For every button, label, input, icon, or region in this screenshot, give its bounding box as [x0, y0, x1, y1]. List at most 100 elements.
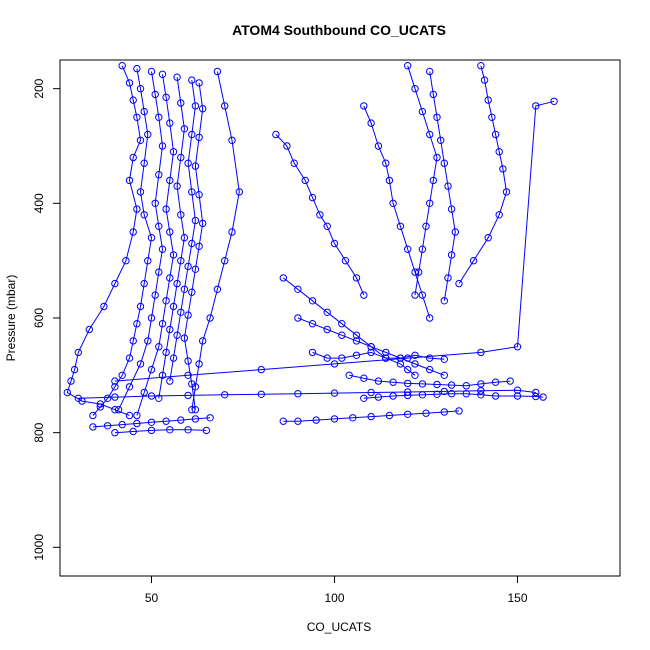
- x-axis: 50 100 150: [145, 576, 528, 605]
- data-point: [111, 406, 119, 414]
- data-point: [140, 388, 148, 397]
- data-point: [158, 142, 167, 150]
- data-point: [180, 234, 189, 242]
- data-point: [477, 391, 485, 399]
- data-point: [173, 279, 181, 288]
- data-point: [396, 222, 405, 231]
- data-point: [228, 228, 236, 236]
- data-point: [195, 360, 203, 368]
- data-point: [491, 378, 500, 386]
- data-point: [330, 389, 339, 397]
- data-point: [140, 107, 148, 116]
- data-point: [389, 392, 397, 400]
- data-point: [147, 426, 156, 435]
- data-point: [374, 142, 383, 150]
- data-point: [389, 199, 397, 208]
- data-point: [272, 130, 280, 139]
- y-axis-label: Pressure (mbar): [4, 275, 18, 362]
- data-point: [136, 85, 145, 93]
- data-point: [177, 211, 185, 219]
- data-point: [499, 165, 507, 173]
- x-tick-label: 150: [508, 591, 528, 605]
- series-line-12: [349, 374, 511, 387]
- data-point: [532, 102, 540, 110]
- data-point: [180, 334, 189, 342]
- data-point: [133, 411, 141, 420]
- data-point: [283, 142, 291, 150]
- data-point: [352, 331, 361, 339]
- data-point: [308, 297, 317, 305]
- data-point: [184, 426, 192, 434]
- data-point: [228, 136, 236, 145]
- data-point: [199, 219, 207, 228]
- data-point: [418, 245, 427, 253]
- data-point: [89, 411, 97, 420]
- data-point: [191, 102, 200, 110]
- data-point: [491, 392, 500, 400]
- data-point: [184, 262, 192, 271]
- data-point: [469, 257, 478, 265]
- data-point: [484, 96, 492, 104]
- data-point: [484, 234, 492, 242]
- data-point: [144, 130, 152, 139]
- data-point: [118, 420, 126, 429]
- data-point: [140, 211, 148, 219]
- data-point: [429, 176, 437, 185]
- data-point: [477, 61, 485, 70]
- data-point: [177, 257, 185, 265]
- series-line-6: [183, 82, 204, 410]
- series-line-9: [282, 277, 416, 376]
- data-point: [440, 371, 448, 379]
- data-point: [221, 257, 229, 265]
- data-point: [411, 351, 419, 359]
- data-point: [418, 380, 427, 388]
- data-point: [433, 113, 441, 122]
- data-point: [184, 311, 192, 319]
- data-point: [191, 265, 200, 273]
- data-point: [404, 410, 412, 418]
- data-point: [404, 61, 412, 70]
- data-point: [147, 314, 156, 322]
- data-point: [257, 390, 265, 398]
- data-point: [89, 423, 97, 431]
- series-line-18: [283, 410, 460, 422]
- data-point: [188, 288, 196, 296]
- data-point: [221, 391, 229, 399]
- series-line-2: [118, 71, 164, 410]
- series-line-5: [169, 80, 196, 382]
- data-point: [477, 380, 485, 388]
- data-point: [125, 176, 134, 185]
- data-point: [151, 291, 159, 299]
- data-point: [177, 153, 185, 162]
- data-point: [188, 406, 196, 414]
- data-point: [129, 337, 137, 345]
- data-point: [129, 96, 137, 104]
- data-point: [133, 205, 141, 213]
- data-point: [488, 113, 496, 122]
- data-point: [166, 228, 174, 236]
- data-point: [447, 381, 456, 389]
- data-point: [162, 417, 170, 425]
- data-point: [513, 392, 522, 400]
- data-point: [147, 365, 156, 374]
- data-point: [374, 377, 383, 385]
- data-point: [111, 429, 119, 437]
- data-point: [418, 107, 427, 116]
- data-point: [532, 392, 540, 401]
- data-point: [188, 239, 196, 248]
- series-line-17: [363, 393, 544, 399]
- data-point: [166, 119, 174, 127]
- y-tick-label: 600: [32, 308, 46, 328]
- data-point: [444, 182, 452, 190]
- data-point: [338, 320, 346, 328]
- data-point: [118, 371, 126, 379]
- data-point: [169, 148, 178, 156]
- data-point: [440, 159, 448, 167]
- data-point: [151, 199, 159, 208]
- data-point: [103, 394, 112, 402]
- data-point: [367, 119, 375, 127]
- data-point: [166, 325, 174, 334]
- data-point: [133, 113, 141, 122]
- data-point: [147, 392, 156, 400]
- y-tick-label: 400: [32, 193, 46, 213]
